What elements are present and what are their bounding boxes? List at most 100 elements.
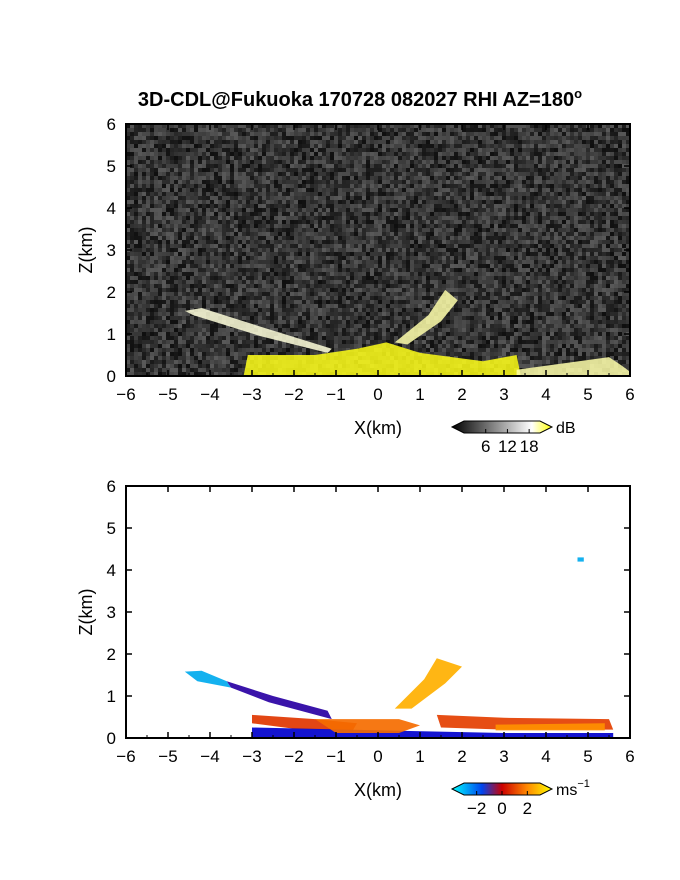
noise-cell [226,200,230,204]
noise-cell [282,172,286,176]
noise-cell [450,180,454,184]
noise-cell [158,192,162,196]
noise-cell [246,244,250,248]
noise-cell [254,236,258,240]
noise-cell [258,136,262,140]
noise-cell [390,272,394,276]
noise-cell [374,272,378,276]
noise-cell [374,256,378,260]
noise-cell [338,188,342,192]
noise-cell [582,224,586,228]
noise-cell [278,204,282,208]
noise-cell [578,124,582,128]
noise-cell [354,140,358,144]
noise-cell [542,152,546,156]
noise-cell [286,128,290,132]
noise-cell [490,128,494,132]
noise-cell [518,232,522,236]
noise-cell [310,252,314,256]
noise-cell [602,164,606,168]
noise-cell [150,236,154,240]
noise-cell [582,236,586,240]
noise-cell [554,220,558,224]
noise-cell [226,216,230,220]
noise-cell [442,280,446,284]
noise-cell [534,256,538,260]
noise-cell [498,276,502,280]
noise-cell [622,268,626,272]
noise-cell [174,264,178,268]
noise-cell [546,128,550,132]
noise-cell [382,164,386,168]
noise-cell [326,176,330,180]
noise-cell [438,172,442,176]
noise-cell [554,156,558,160]
noise-cell [242,220,246,224]
noise-cell [222,244,226,248]
noise-cell [594,260,598,264]
noise-cell [550,260,554,264]
noise-cell [398,172,402,176]
noise-cell [410,276,414,280]
noise-cell [254,204,258,208]
noise-cell [450,176,454,180]
noise-cell [254,244,258,248]
noise-cell [422,272,426,276]
noise-cell [214,236,218,240]
noise-cell [314,188,318,192]
noise-cell [534,156,538,160]
noise-cell [598,148,602,152]
noise-cell [242,244,246,248]
noise-cell [218,200,222,204]
noise-cell [294,260,298,264]
noise-cell [182,236,186,240]
noise-cell [614,148,618,152]
noise-cell [398,168,402,172]
noise-cell [466,176,470,180]
noise-cell [338,124,342,128]
noise-cell [430,172,434,176]
noise-cell [598,156,602,160]
noise-cell [238,276,242,280]
noise-cell [490,132,494,136]
noise-cell [270,216,274,220]
noise-cell [458,224,462,228]
noise-cell [582,248,586,252]
noise-cell [170,248,174,252]
noise-cell [342,176,346,180]
noise-cell [486,196,490,200]
noise-cell [162,176,166,180]
noise-cell [474,196,478,200]
noise-cell [438,204,442,208]
noise-cell [270,264,274,268]
noise-cell [414,280,418,284]
noise-cell [218,148,222,152]
noise-cell [506,208,510,212]
noise-cell [310,180,314,184]
noise-cell [306,204,310,208]
noise-cell [514,140,518,144]
noise-cell [438,180,442,184]
noise-cell [126,184,130,188]
noise-cell [342,200,346,204]
noise-cell [250,184,254,188]
noise-cell [146,144,150,148]
noise-cell [622,136,626,140]
noise-cell [278,252,282,256]
noise-cell [226,268,230,272]
noise-cell [238,232,242,236]
noise-cell [234,232,238,236]
noise-cell [354,244,358,248]
noise-cell [138,260,142,264]
noise-cell [386,204,390,208]
noise-cell [442,204,446,208]
noise-cell [290,128,294,132]
noise-cell [270,280,274,284]
noise-cell [390,188,394,192]
noise-cell [622,224,626,228]
noise-cell [462,168,466,172]
noise-cell [382,156,386,160]
noise-cell [386,164,390,168]
noise-cell [362,204,366,208]
noise-cell [430,252,434,256]
